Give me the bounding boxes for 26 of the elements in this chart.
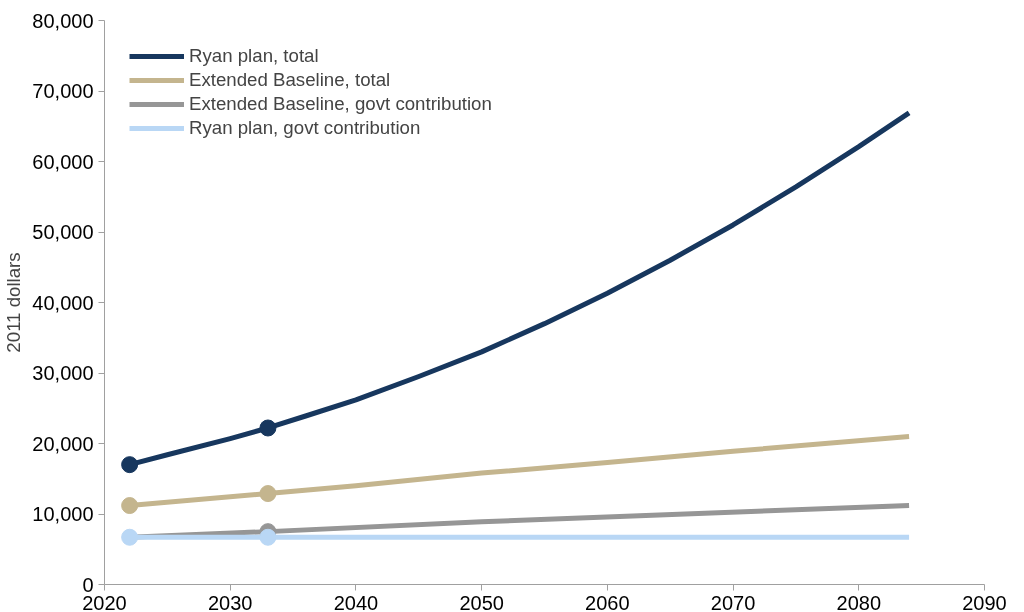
legend-label: Extended Baseline, total — [189, 69, 391, 91]
point — [121, 497, 139, 515]
legend-label: Ryan plan, govt contribution — [189, 117, 421, 139]
y-tick-label: 50,000 — [32, 221, 94, 243]
x-tick-label: 2070 — [710, 591, 756, 612]
x-tick-label: 2080 — [836, 591, 882, 612]
legend-label: Extended Baseline, govt contribution — [189, 93, 492, 115]
legend-label: Ryan plan, total — [189, 45, 319, 67]
y-tick-label: 40,000 — [32, 291, 94, 314]
x-tick-label: 2050 — [459, 591, 504, 612]
x-tick-label: 2040 — [333, 591, 379, 612]
point — [259, 528, 277, 546]
y-tick-label: 60,000 — [32, 150, 94, 173]
y-tick-label: 80,000 — [32, 9, 94, 32]
y-tick-label: 70,000 — [32, 80, 94, 102]
x-tick-label: 2030 — [207, 591, 253, 612]
point — [121, 456, 139, 474]
y-tick-label: 10,000 — [32, 503, 94, 525]
y-axis-title: 2011 dollars — [3, 252, 25, 353]
point — [259, 419, 277, 437]
x-tick-label: 2090 — [962, 591, 1007, 612]
point — [259, 485, 277, 503]
x-tick-label: 2060 — [585, 591, 630, 612]
point — [121, 528, 139, 546]
y-tick-label: 20,000 — [32, 432, 94, 455]
y-tick-label: 30,000 — [32, 362, 94, 384]
